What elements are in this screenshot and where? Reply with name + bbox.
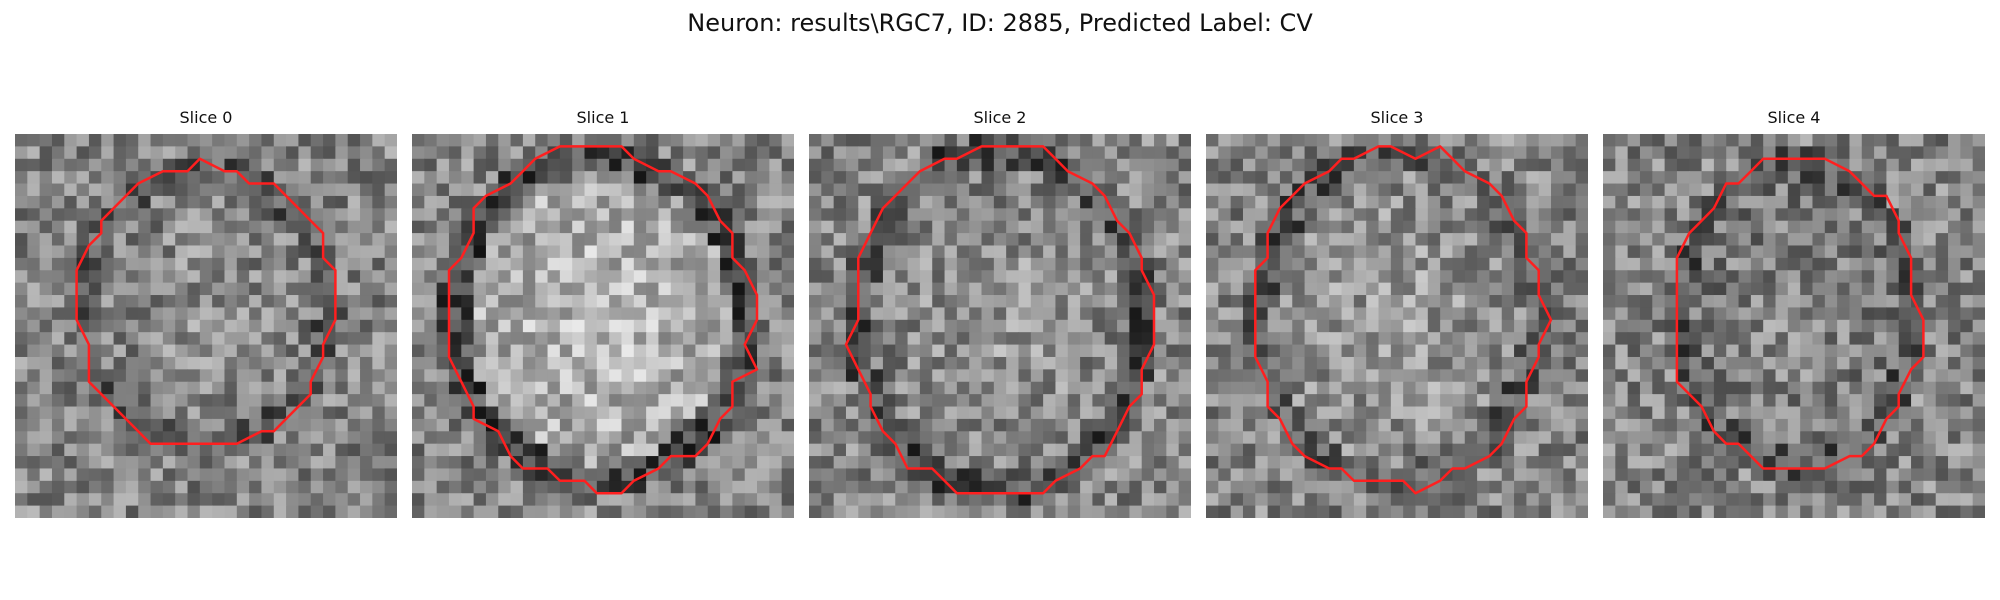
slice-panel-2: Slice 2 <box>809 108 1191 518</box>
slice-title: Slice 4 <box>1767 108 1821 127</box>
microscopy-slice-image <box>809 134 1191 518</box>
microscopy-slice-image <box>1603 134 1985 518</box>
slice-title: Slice 1 <box>576 108 630 127</box>
microscopy-slice-image <box>15 134 397 518</box>
cell-contour <box>447 145 759 495</box>
slice-title: Slice 3 <box>1370 108 1424 127</box>
slice-panels: Slice 0 Slice 1 Slice 2 Slice 3 Slice 4 <box>15 108 1985 518</box>
figure-title: Neuron: results\RGC7, ID: 2885, Predicte… <box>687 9 1313 37</box>
slice-panel-1: Slice 1 <box>412 108 794 518</box>
slice-title: Slice 2 <box>973 108 1027 127</box>
slice-panel-3: Slice 3 <box>1206 108 1588 518</box>
slice-title: Slice 0 <box>179 108 233 127</box>
cell-contour <box>844 145 1156 495</box>
cell-contour <box>1254 145 1553 495</box>
microscopy-slice-image <box>412 134 794 518</box>
microscopy-slice-image <box>1206 134 1588 518</box>
slice-panel-0: Slice 0 <box>15 108 397 518</box>
cell-contour <box>75 157 337 445</box>
slice-panel-4: Slice 4 <box>1603 108 1985 518</box>
cell-contour <box>1675 157 1925 470</box>
